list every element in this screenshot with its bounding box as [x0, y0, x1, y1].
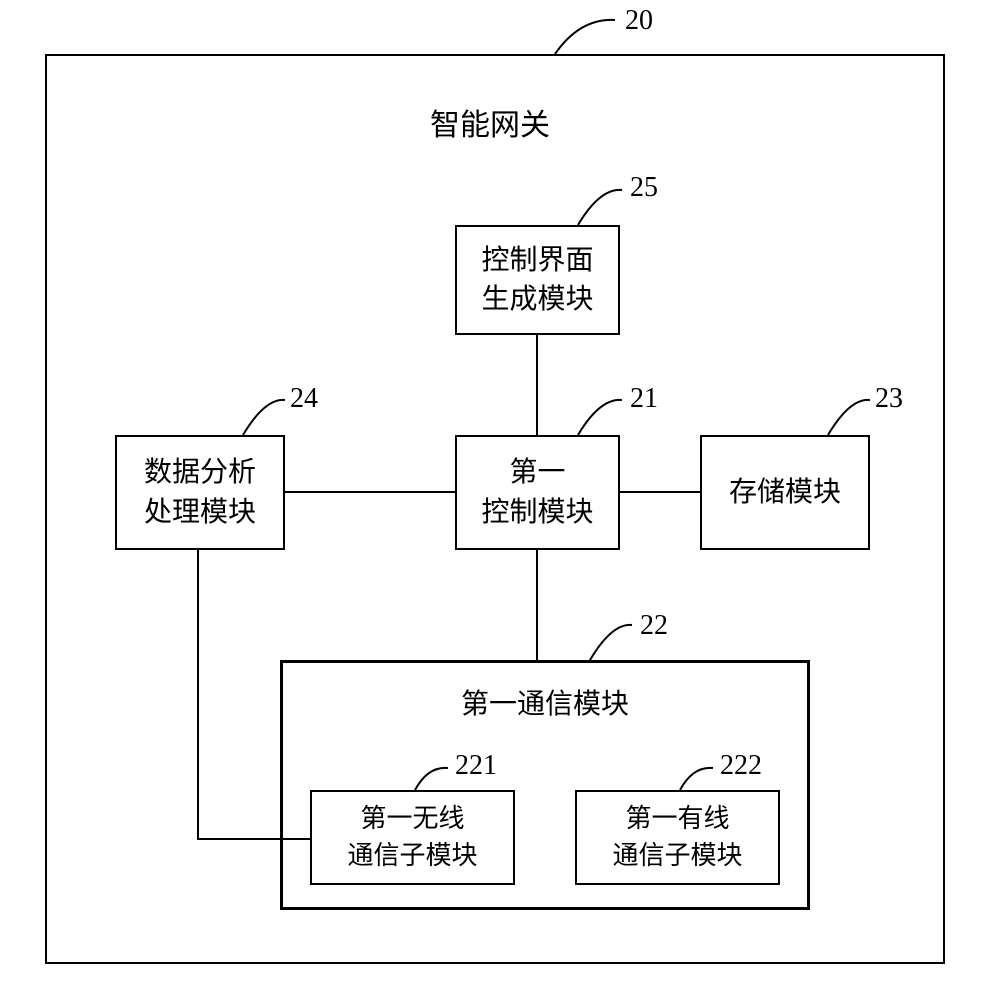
node-23-label: 存储模块 — [729, 473, 841, 512]
label-222: 222 — [720, 750, 762, 782]
node-22-label: 第一通信模块 — [461, 685, 629, 724]
node-21-label: 第一 控制模块 — [481, 453, 593, 531]
edge-24-21 — [285, 491, 455, 493]
edge-21-23 — [620, 491, 700, 493]
label-25: 25 — [630, 172, 658, 204]
label-20: 20 — [625, 5, 653, 37]
edge-24-221-v — [197, 550, 199, 840]
label-24: 24 — [290, 383, 318, 415]
diagram-canvas: 智能网关 20 控制界面 生成模块 25 数据分析 处理模块 24 第一 控制模… — [0, 0, 986, 1000]
node-24: 数据分析 处理模块 — [115, 435, 285, 550]
node-221-label: 第一无线 通信子模块 — [347, 801, 477, 874]
label-23: 23 — [875, 383, 903, 415]
edge-24-221-h — [197, 838, 310, 840]
node-25-label: 控制界面 生成模块 — [481, 241, 593, 319]
node-25: 控制界面 生成模块 — [455, 225, 620, 335]
node-23: 存储模块 — [700, 435, 870, 550]
node-221: 第一无线 通信子模块 — [310, 790, 515, 885]
outer-box-title: 智能网关 — [430, 105, 550, 147]
node-222-label: 第一有线 通信子模块 — [612, 801, 742, 874]
label-21: 21 — [630, 383, 658, 415]
label-221: 221 — [455, 750, 497, 782]
edge-25-21 — [536, 335, 538, 435]
edge-21-22 — [536, 550, 538, 660]
label-22: 22 — [640, 610, 668, 642]
node-222: 第一有线 通信子模块 — [575, 790, 780, 885]
node-21: 第一 控制模块 — [455, 435, 620, 550]
node-24-label: 数据分析 处理模块 — [144, 453, 256, 531]
